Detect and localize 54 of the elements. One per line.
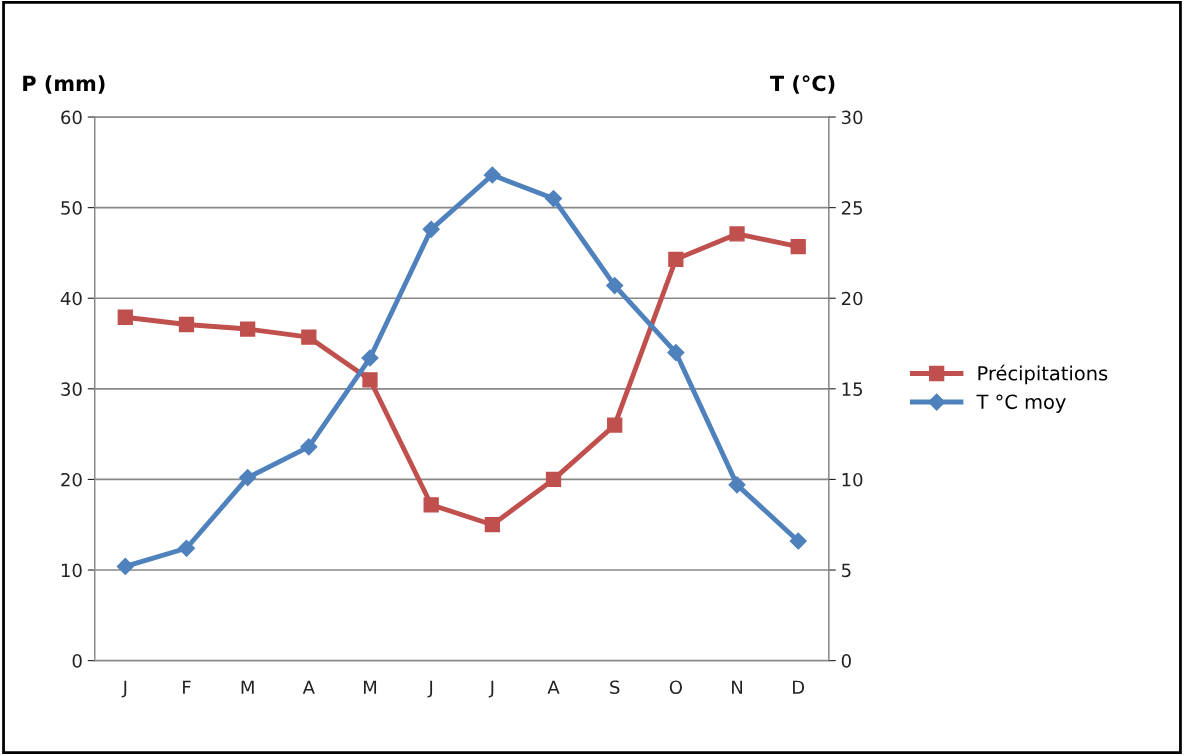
- y2-tick-label: 15: [842, 382, 862, 396]
- point: [545, 471, 562, 488]
- x-tick-label: J: [121, 680, 127, 698]
- x-tick-label: A: [302, 680, 315, 694]
- point: [484, 517, 500, 533]
- y-tick-label: 30: [61, 382, 82, 396]
- point: [607, 417, 623, 433]
- y2-tick-label: 10: [842, 472, 863, 487]
- point: [178, 316, 195, 333]
- point: [177, 539, 196, 557]
- y-tick-label: 50: [61, 201, 82, 215]
- x-tick-label: F: [183, 680, 191, 694]
- y-axis-title: P (mm): [23, 75, 105, 94]
- y2-tick-label: 25: [841, 201, 862, 215]
- point: [239, 469, 257, 487]
- y2-tick-label: 0: [841, 654, 851, 668]
- point: [667, 344, 685, 362]
- point: [240, 321, 256, 337]
- legend-label: Précipitations: [978, 364, 1108, 385]
- x-tick-label: M: [363, 680, 377, 694]
- point: [606, 276, 624, 295]
- point: [728, 476, 746, 494]
- x-tick-label: A: [547, 680, 560, 694]
- x-tick-label: S: [610, 680, 620, 695]
- y-tick-label: 40: [60, 291, 82, 306]
- point: [668, 251, 684, 267]
- point: [117, 309, 133, 325]
- point: [789, 532, 807, 550]
- point: [300, 438, 318, 456]
- y-tick-label: 0: [72, 654, 82, 668]
- legend-label: T °C moy: [976, 394, 1066, 413]
- x-tick-label: J: [488, 680, 494, 698]
- y2-axis-title: T (°C): [770, 75, 835, 94]
- y-tick-label: 10: [61, 563, 82, 578]
- y2-tick-label: 20: [841, 291, 863, 306]
- x-tick-label: M: [241, 680, 254, 694]
- point: [790, 238, 806, 255]
- point: [361, 349, 379, 367]
- x-tick-label: O: [669, 680, 682, 695]
- y2-tick-label: 30: [841, 110, 863, 125]
- x-tick-label: N: [732, 680, 743, 694]
- point: [362, 372, 378, 388]
- point: [483, 166, 501, 184]
- y-tick-label: 20: [61, 472, 82, 487]
- point: [729, 226, 745, 242]
- point: [544, 190, 563, 208]
- x-tick-label: D: [793, 680, 805, 694]
- point: [116, 557, 134, 575]
- y-tick-label: 60: [61, 110, 82, 125]
- point: [423, 497, 439, 513]
- y2-tick-label: 5: [842, 563, 851, 578]
- point: [422, 220, 440, 238]
- x-tick-label: J: [427, 680, 433, 698]
- point: [301, 329, 317, 345]
